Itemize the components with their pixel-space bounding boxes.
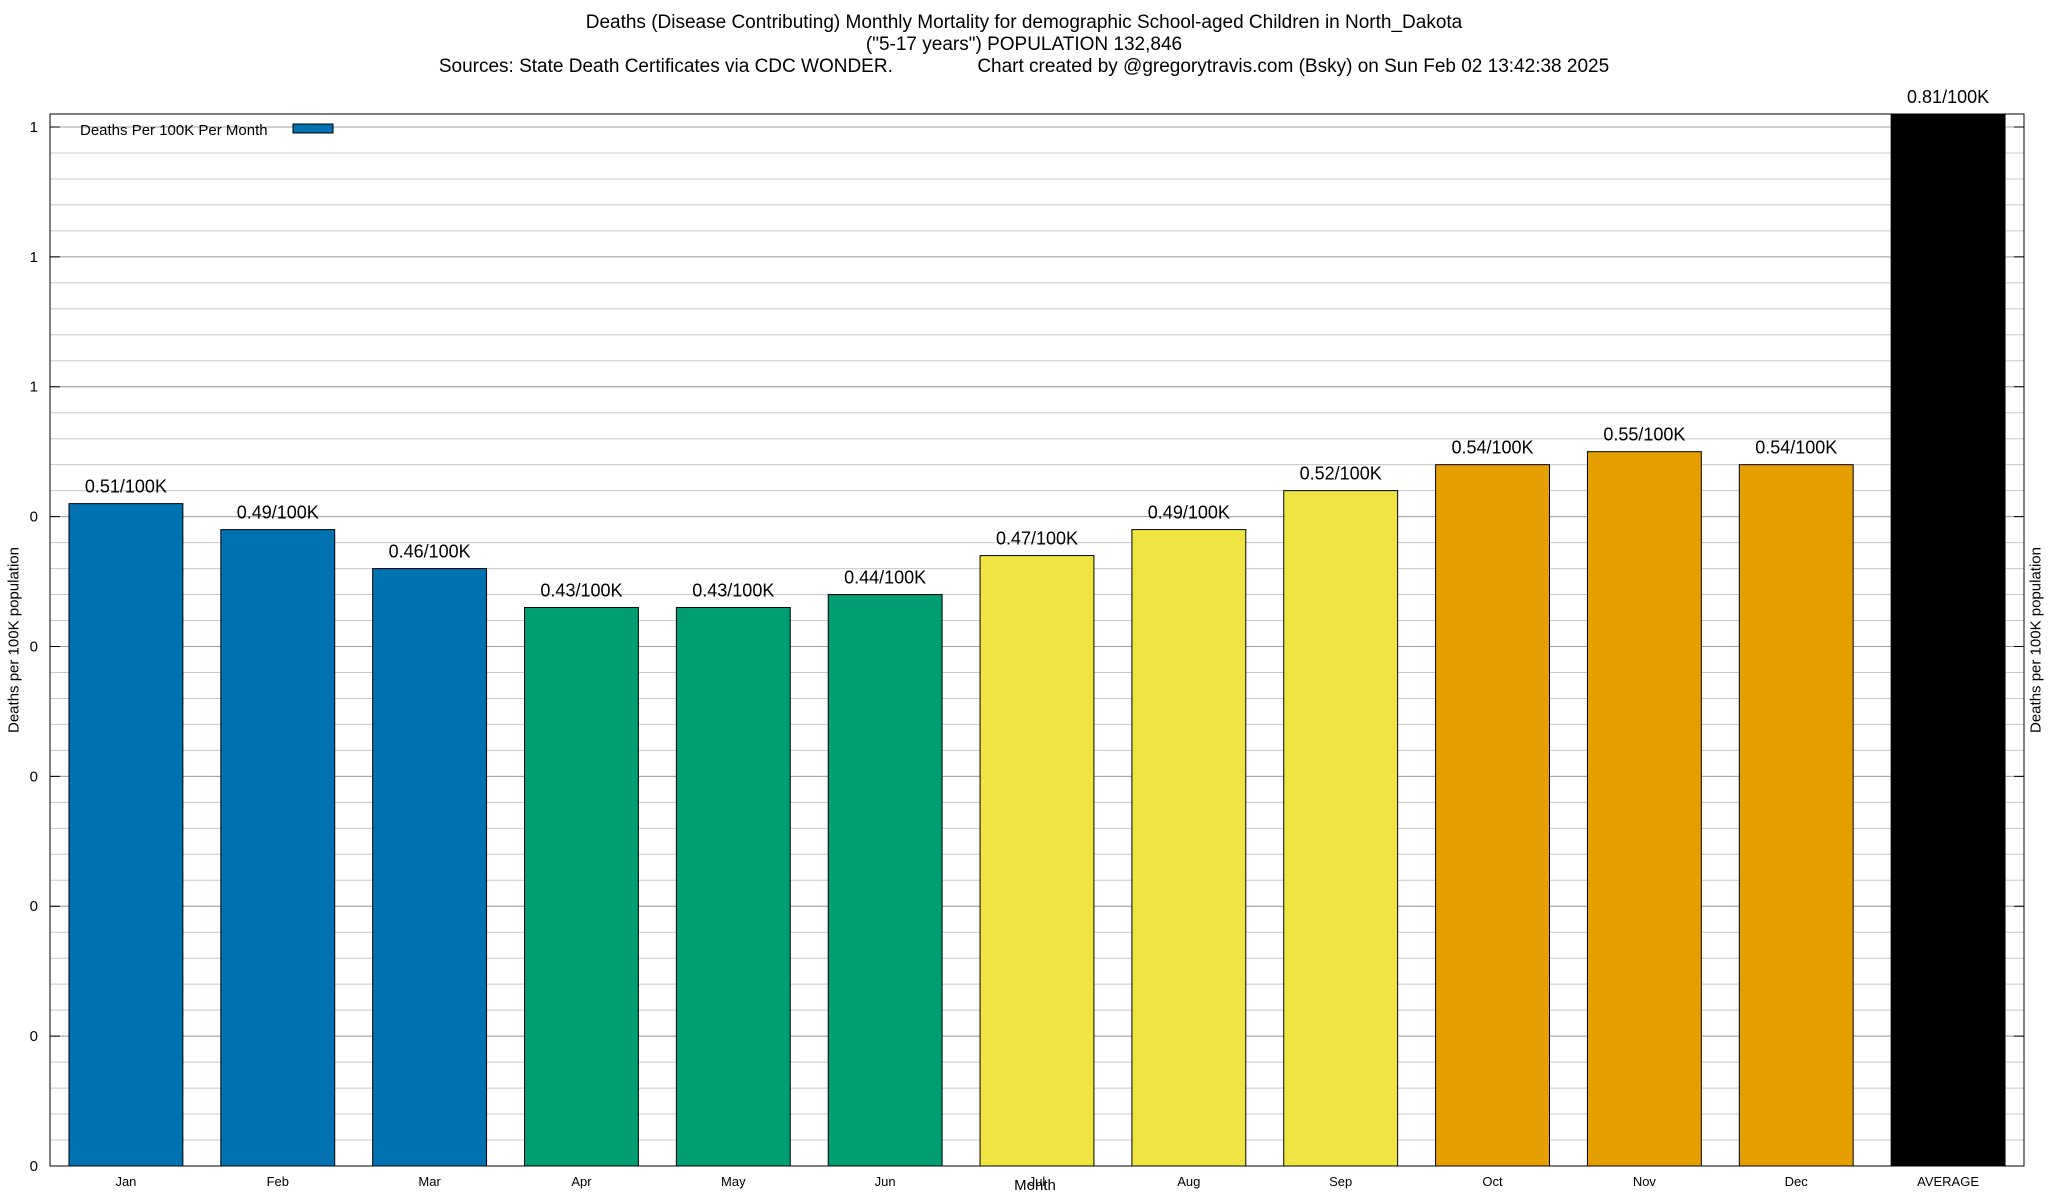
bar-value-label: 0.43/100K: [692, 581, 774, 601]
bar-value-label: 0.49/100K: [1148, 503, 1230, 523]
bar-average: [1890, 113, 2006, 1167]
y-tick-label: 0: [30, 638, 38, 655]
x-tick-label: Oct: [1482, 1174, 1503, 1189]
y-tick-label: 1: [30, 379, 38, 396]
x-tick-label: Sep: [1329, 1174, 1352, 1189]
bar-value-label: 0.55/100K: [1603, 425, 1685, 445]
bar-value-label: 0.54/100K: [1451, 438, 1533, 458]
plot-frame: [49, 113, 2025, 1167]
bar-may: [675, 607, 791, 1167]
bar-jun: [827, 594, 943, 1167]
y-tick-label: 0: [30, 509, 38, 526]
x-tick-label: Jan: [115, 1174, 136, 1189]
x-tick-label: Feb: [267, 1174, 289, 1189]
x-axis-label: Month: [1014, 1177, 1056, 1194]
x-tick-label: Aug: [1177, 1174, 1200, 1189]
bar-value-label: 0.52/100K: [1300, 464, 1382, 484]
bar-jan: [68, 503, 184, 1167]
y-tick-label: 0: [30, 1158, 38, 1175]
x-tick-label: AVERAGE: [1917, 1174, 1979, 1189]
bar-oct: [1435, 464, 1550, 1167]
bar-nov: [1586, 451, 1702, 1167]
bar-value-label: 0.49/100K: [237, 503, 319, 523]
bar-value-label: 0.81/100K: [1907, 87, 1989, 107]
x-tick-label: Nov: [1633, 1174, 1657, 1189]
x-tick-label: May: [721, 1174, 746, 1189]
y-tick-label: 1: [30, 249, 38, 266]
bar-aug: [1131, 529, 1247, 1167]
legend-swatch: [292, 123, 334, 134]
x-tick-label: Mar: [418, 1174, 441, 1189]
x-tick-label: Dec: [1785, 1174, 1809, 1189]
bar-dec: [1738, 464, 1854, 1167]
y-tick-label: 0: [30, 1028, 38, 1045]
y-tick-label: 0: [30, 898, 38, 915]
x-tick-label: Apr: [571, 1174, 592, 1189]
bar-value-label: 0.44/100K: [844, 568, 926, 588]
title-line-3: Sources: State Death Certificates via CD…: [438, 56, 1610, 77]
bar-value-label: 0.43/100K: [540, 581, 622, 601]
bar-value-label: 0.51/100K: [85, 477, 167, 497]
x-tick-label: Jun: [875, 1174, 896, 1189]
y-tick-label: 0: [30, 768, 38, 785]
legend-label: Deaths Per 100K Per Month: [80, 122, 268, 139]
chart-title: Deaths (Disease Contributing) Monthly Mo…: [0, 12, 2048, 78]
bar-mar: [372, 568, 488, 1167]
bar-apr: [524, 607, 639, 1167]
bar-sep: [1283, 490, 1399, 1167]
x-tick-label: Jul: [1029, 1174, 1046, 1189]
title-line-2: ("5-17 years") POPULATION 132,846: [865, 34, 1183, 55]
bar-value-label: 0.46/100K: [389, 542, 471, 562]
bar-feb: [220, 529, 336, 1167]
y-tick-label: 1: [30, 119, 38, 136]
y2-axis-label: Deaths per 100K population: [2027, 547, 2045, 733]
bar-jul: [979, 555, 1095, 1167]
bar-value-label: 0.54/100K: [1755, 438, 1837, 458]
title-line-1: Deaths (Disease Contributing) Monthly Mo…: [585, 12, 1463, 33]
y-axis-label: Deaths per 100K population: [5, 547, 23, 733]
bar-value-label: 0.47/100K: [996, 529, 1078, 549]
